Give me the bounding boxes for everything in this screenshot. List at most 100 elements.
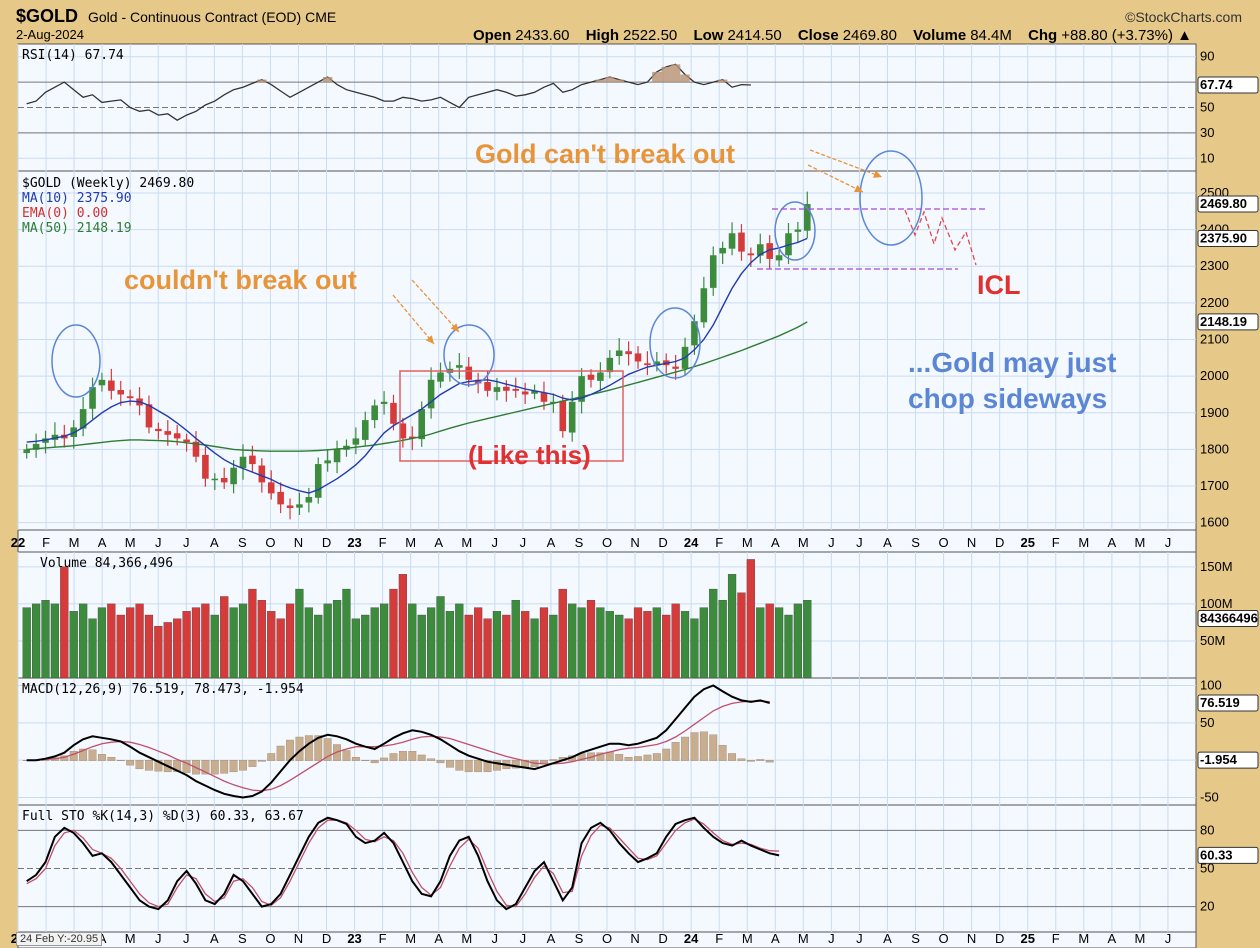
value-tag-box: [1197, 609, 1259, 627]
volume-bar: [41, 600, 50, 679]
annotation-arrow: [807, 164, 864, 193]
symbol-description: Gold - Continuous Contract (EOD) CME: [88, 9, 337, 25]
candle-body: [474, 379, 482, 384]
macd-histogram-bar: [116, 760, 125, 761]
macd-histogram-bar: [276, 745, 285, 761]
candle-body: [192, 441, 200, 457]
highlight-circle: [649, 307, 701, 379]
x-tick-label: M: [798, 535, 809, 550]
y-tick-label: 2375.90: [1200, 230, 1247, 245]
x-tick-label: S: [911, 931, 920, 946]
volume-bar: [643, 611, 652, 679]
macd-histogram-bar: [229, 760, 238, 773]
macd-histogram-bar: [624, 757, 633, 761]
macd-histogram-bar: [446, 760, 454, 768]
candle-body: [794, 229, 802, 232]
rsi-overbought-fill: [680, 74, 690, 83]
volume-bar: [173, 618, 182, 679]
volume-bar: [304, 607, 313, 679]
x-tick-label: D: [658, 931, 667, 946]
candle-body: [314, 464, 322, 498]
y-tick-label: 67.74: [1200, 77, 1233, 92]
macd-histogram-bar: [671, 742, 680, 761]
candle-body: [709, 255, 717, 288]
volume-bar: [267, 611, 276, 679]
y-tick-label: 150M: [1200, 559, 1233, 574]
macd-histogram-bar: [436, 760, 445, 764]
close-value: 2469.80: [842, 27, 897, 44]
sto-k-line: [26, 816, 780, 911]
volume-bar: [633, 607, 643, 679]
x-tick-label: N: [630, 535, 639, 550]
candle-body: [324, 460, 331, 464]
candle-body: [380, 401, 388, 404]
candle-body: [578, 376, 585, 402]
x-tick-label: A: [883, 535, 892, 550]
volume-bar: [60, 566, 69, 679]
volume-bar: [50, 603, 60, 679]
candle-body: [361, 420, 369, 440]
macd-histogram-bar: [737, 758, 746, 761]
macd-histogram-bar: [511, 760, 520, 769]
volume-bar: [558, 588, 567, 679]
y-tick-label: 2148.19: [1200, 314, 1247, 329]
macd-histogram-bar: [427, 758, 436, 761]
x-tick-label: A: [210, 535, 219, 550]
value-tag-box: [1197, 76, 1259, 94]
candle-body: [521, 391, 529, 395]
rsi-overbought-fill: [652, 71, 662, 83]
candle-body: [503, 386, 510, 391]
candle-body: [785, 233, 792, 256]
candle-body: [747, 253, 755, 256]
x-tick-label: J: [1165, 535, 1172, 550]
x-tick-label: F: [379, 931, 387, 946]
ma10-line: [26, 237, 808, 494]
volume-bar: [351, 618, 360, 679]
macd-histogram-bar: [549, 759, 558, 761]
volume-bar: [370, 607, 379, 679]
candle-body: [691, 321, 698, 346]
macd-line: [26, 684, 770, 799]
macd-histogram-bar: [728, 753, 736, 761]
volume-bar: [765, 603, 774, 679]
candle-body: [465, 366, 473, 380]
x-tick-label: A: [434, 535, 443, 550]
macd-histogram-bar: [596, 752, 605, 761]
volume-bar: [746, 559, 755, 679]
candle-body: [296, 504, 303, 508]
x-tick-label: J: [183, 535, 190, 550]
candle-body: [700, 288, 708, 323]
x-tick-label: M: [405, 535, 416, 550]
y-tick-label: 50: [1200, 861, 1214, 876]
volume-bar: [671, 603, 680, 679]
value-tag-box: [1197, 313, 1259, 331]
open-label: Open: [472, 27, 512, 44]
volume-bar: [276, 618, 285, 679]
change-value: +88.80 (+3.73%) ▲: [1061, 27, 1192, 44]
arrow-head: [854, 184, 863, 192]
macd-histogram-bar: [493, 760, 501, 771]
x-tick-label: M: [125, 535, 136, 550]
annotation-icl: ICL: [977, 270, 1021, 300]
y-tick-label: 50: [1200, 715, 1214, 730]
candle-body: [42, 438, 49, 443]
x-tick-label: S: [238, 931, 247, 946]
x-tick-label: J: [183, 931, 190, 946]
y-tick-label: 80: [1200, 822, 1214, 837]
candle-body: [615, 350, 623, 356]
price-legend-entry: EMA(0) 0.00: [22, 206, 108, 221]
macd-histogram-bar: [314, 735, 323, 761]
y-tick-label: 2200: [1200, 295, 1229, 310]
stockcharts-logo: ©StockCharts.com: [1125, 9, 1242, 25]
x-tick-label: O: [939, 931, 949, 946]
candle-body: [738, 232, 745, 252]
volume-bar: [699, 607, 708, 679]
volume-bar: [361, 614, 370, 679]
low-value: 2414.50: [727, 27, 782, 44]
volume-bar: [107, 603, 116, 679]
candle-body: [230, 467, 237, 485]
macd-title: MACD(12,26,9) 76.519, 78.473, -1.954: [22, 682, 304, 697]
candle-body: [804, 204, 811, 231]
macd-histogram-bar: [417, 754, 426, 761]
